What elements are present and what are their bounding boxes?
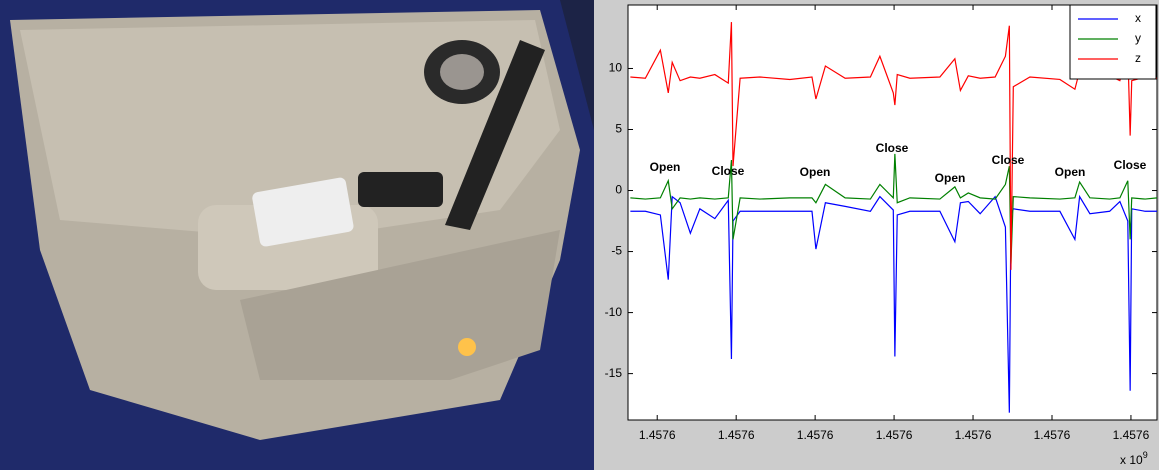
event-annotation: Close bbox=[876, 141, 909, 155]
courtesy-light bbox=[458, 338, 476, 356]
legend-label: y bbox=[1135, 31, 1141, 45]
x-tick-label: 1.4576 bbox=[955, 428, 992, 442]
y-tick-label: -5 bbox=[611, 244, 622, 258]
x-tick-label: 1.4576 bbox=[639, 428, 676, 442]
x-tick-label: 1.4576 bbox=[876, 428, 913, 442]
plot-area bbox=[627, 4, 1158, 421]
event-annotation: Close bbox=[992, 153, 1025, 167]
legend-label: x bbox=[1135, 11, 1141, 25]
series-line bbox=[630, 194, 1157, 413]
y-tick-label: 10 bbox=[609, 61, 623, 75]
event-annotation: Open bbox=[650, 160, 681, 174]
x-tick-label: 1.4576 bbox=[797, 428, 834, 442]
x-multiplier-base: x 10 bbox=[1120, 453, 1143, 467]
event-annotation: Open bbox=[800, 165, 831, 179]
y-tick-label: -15 bbox=[605, 366, 623, 380]
x-tick-label: 1.4576 bbox=[1113, 428, 1150, 442]
handle-recess bbox=[440, 54, 484, 90]
event-annotation: Open bbox=[1055, 165, 1086, 179]
event-annotation: Close bbox=[1114, 158, 1147, 172]
x-tick-label: 1.4576 bbox=[718, 428, 755, 442]
x-multiplier: x 109 bbox=[1120, 450, 1148, 467]
y-tick-label: -10 bbox=[605, 305, 623, 319]
x-tick-label: 1.4576 bbox=[1034, 428, 1071, 442]
door-pocket bbox=[240, 230, 560, 380]
x-multiplier-exponent: 9 bbox=[1143, 450, 1148, 460]
y-tick-label: 5 bbox=[615, 122, 622, 136]
pull-handle bbox=[445, 40, 545, 230]
y-tick-label: 0 bbox=[615, 183, 622, 197]
event-annotation: Open bbox=[935, 171, 966, 185]
sensor-box bbox=[252, 177, 354, 247]
legend-label: z bbox=[1135, 51, 1141, 65]
event-annotation: Close bbox=[712, 164, 745, 178]
legend-box bbox=[1069, 4, 1157, 80]
series-line bbox=[630, 153, 1158, 264]
window-switches bbox=[358, 172, 443, 207]
door-photo bbox=[0, 0, 594, 470]
